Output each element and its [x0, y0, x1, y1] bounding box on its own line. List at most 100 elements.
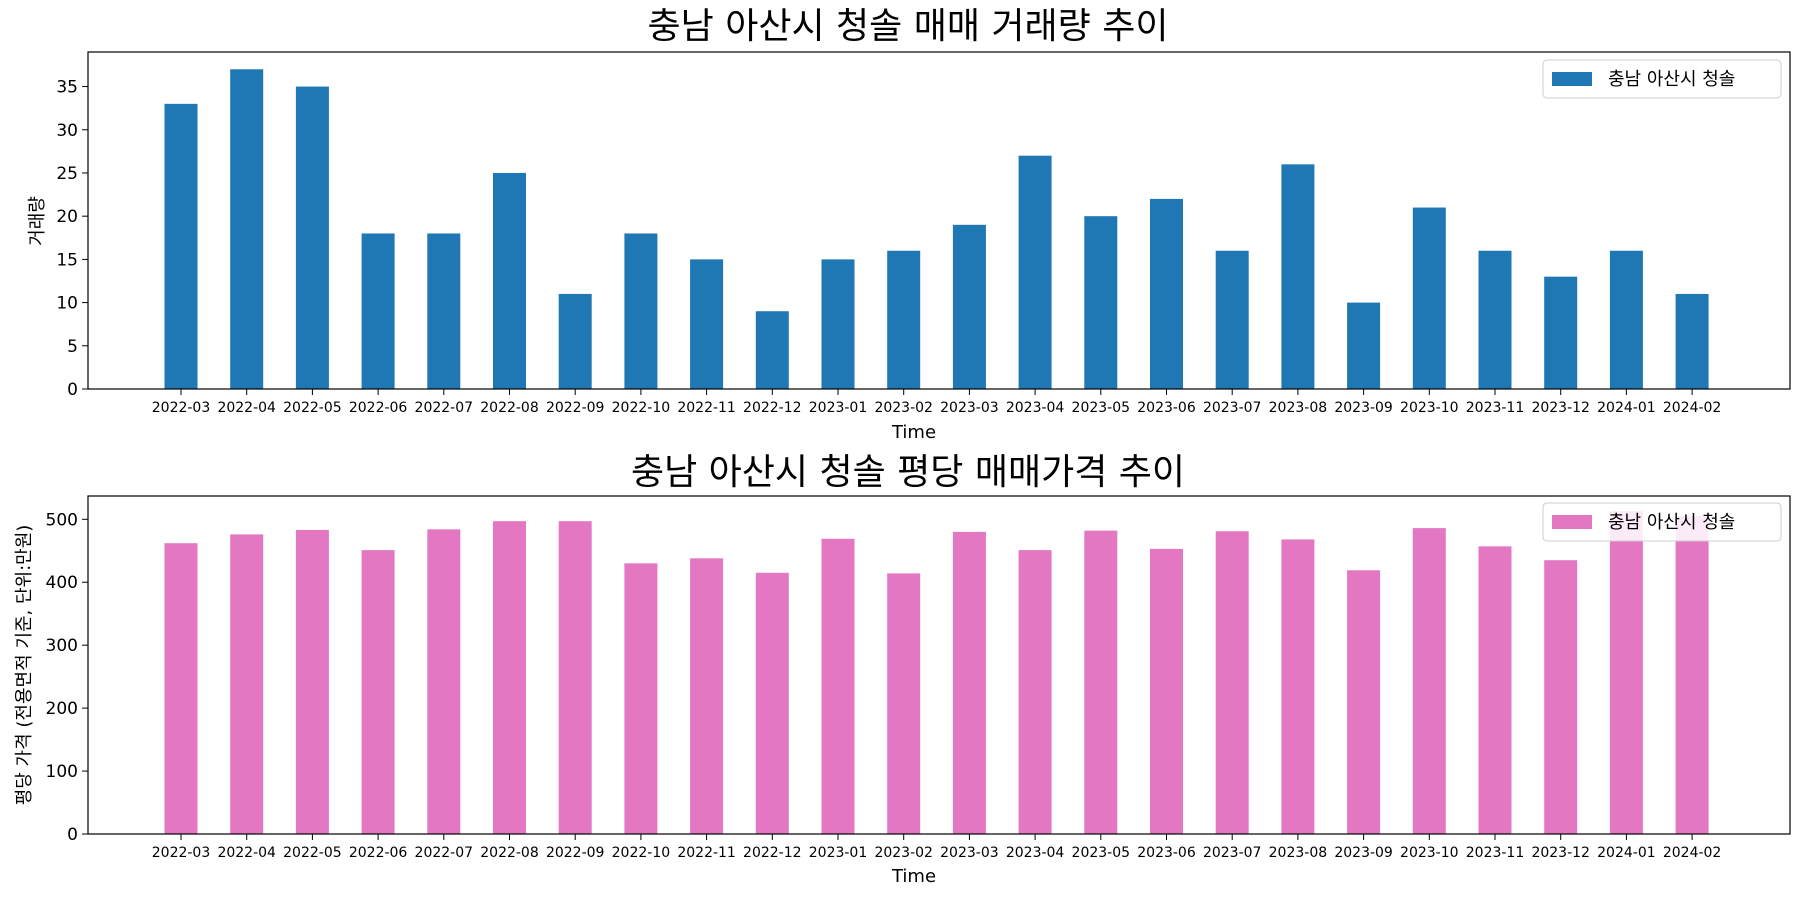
- price-bar-2023-09: [1347, 570, 1381, 834]
- volume-bar-2023-10: [1412, 207, 1446, 389]
- price-bar-2022-07: [427, 529, 461, 834]
- price-bar-2022-11: [690, 558, 724, 834]
- price-bar-2022-05: [295, 529, 329, 834]
- volume-bar-2022-08: [493, 172, 526, 389]
- price-bar-2023-02: [887, 573, 921, 834]
- volume-bar-2023-06: [1150, 198, 1183, 389]
- volume-ytick-label: 35: [56, 78, 78, 98]
- volume-legend-swatch: [1552, 72, 1592, 86]
- volume-chart: 충남 아산시 청솔 매매 거래량 추이 0 5 10 15 20 25 30 35 2022-…: [27, 6, 1791, 443]
- price-xtick-label: 2022-11: [677, 845, 736, 861]
- volume-bar-2023-08: [1281, 164, 1315, 389]
- volume-xtick-label: 2023-06: [1137, 400, 1196, 416]
- volume-bar-2023-03: [952, 224, 986, 389]
- price-x-axis-label: Time: [891, 866, 936, 887]
- price-xtick-label: 2024-02: [1663, 845, 1722, 861]
- price-x-axis: 2022-03 2022-04 2022-05 2022-06 2022-07 2022-…: [152, 834, 1722, 861]
- volume-y-axis: 0 5 10 15 20 25 30 35: [56, 78, 88, 400]
- volume-xtick-label: 2022-04: [217, 400, 276, 416]
- price-xtick-label: 2022-05: [283, 845, 342, 861]
- volume-ytick-label: 25: [56, 164, 78, 184]
- price-bar-2023-04: [1018, 550, 1052, 834]
- volume-bar-2022-07: [427, 233, 461, 389]
- price-bar-2024-02: [1675, 516, 1709, 834]
- volume-bar-2024-01: [1609, 250, 1643, 389]
- volume-xtick-label: 2022-07: [415, 400, 474, 416]
- volume-y-axis-label: 거래량: [27, 196, 48, 246]
- price-ytick-label: 200: [46, 699, 78, 719]
- volume-bar-2022-04: [230, 69, 264, 389]
- price-ytick-label: 300: [46, 636, 78, 656]
- price-bar-2022-09: [558, 521, 592, 834]
- price-xtick-label: 2023-08: [1269, 845, 1328, 861]
- volume-ytick-label: 20: [56, 207, 78, 227]
- price-xtick-label: 2023-12: [1531, 845, 1590, 861]
- price-bar-2022-04: [230, 534, 264, 834]
- volume-xtick-label: 2023-12: [1531, 400, 1590, 416]
- price-bar-2022-08: [493, 521, 526, 834]
- volume-legend: 충남 아산시 청솔: [1542, 59, 1782, 99]
- volume-xtick-label: 2024-01: [1597, 400, 1656, 416]
- price-xtick-label: 2023-06: [1137, 845, 1196, 861]
- price-chart-title: 충남 아산시 청솔 평당 매매가격 추이: [631, 452, 1185, 493]
- volume-xtick-label: 2024-02: [1663, 400, 1722, 416]
- volume-xtick-label: 2022-08: [480, 400, 539, 416]
- price-bar-2023-10: [1412, 528, 1446, 834]
- volume-xtick-label: 2023-07: [1203, 400, 1262, 416]
- volume-xtick-label: 2022-12: [743, 400, 802, 416]
- volume-xtick-label: 2022-10: [612, 400, 671, 416]
- volume-bar-2024-02: [1675, 293, 1709, 389]
- volume-bar-2022-03: [164, 103, 198, 389]
- volume-xtick-label: 2022-03: [152, 400, 211, 416]
- price-xtick-label: 2023-01: [809, 845, 868, 861]
- volume-x-axis-label: Time: [891, 422, 936, 443]
- price-ytick-label: 400: [46, 573, 78, 593]
- price-xtick-label: 2023-05: [1072, 845, 1131, 861]
- volume-bar-2022-12: [755, 311, 789, 389]
- price-bars: [164, 511, 1709, 834]
- volume-ytick-label: 0: [67, 380, 78, 400]
- volume-bar-2023-05: [1084, 216, 1118, 389]
- price-xtick-label: 2022-09: [546, 845, 605, 861]
- volume-ytick-label: 30: [56, 121, 78, 141]
- price-ytick-label: 500: [46, 510, 78, 530]
- price-xtick-label: 2023-04: [1006, 845, 1065, 861]
- price-xtick-label: 2024-01: [1597, 845, 1656, 861]
- volume-bar-2023-11: [1478, 250, 1512, 389]
- volume-bar-2022-05: [295, 86, 329, 389]
- volume-xtick-label: 2023-05: [1072, 400, 1131, 416]
- volume-xtick-label: 2023-02: [874, 400, 933, 416]
- volume-bar-2023-09: [1347, 302, 1381, 389]
- price-bar-2023-01: [821, 538, 855, 834]
- volume-xtick-label: 2023-10: [1400, 400, 1459, 416]
- price-legend-box: [1542, 502, 1782, 542]
- volume-legend-label: 충남 아산시 청솔: [1608, 69, 1735, 90]
- volume-bar-2023-07: [1215, 250, 1249, 389]
- price-xtick-label: 2022-04: [217, 845, 276, 861]
- price-xtick-label: 2023-10: [1400, 845, 1459, 861]
- price-legend: 충남 아산시 청솔: [1542, 502, 1782, 542]
- volume-bar-2023-02: [887, 250, 921, 389]
- price-bar-2023-11: [1478, 546, 1512, 834]
- price-y-axis: 0 100 200 300 400 500: [46, 510, 88, 845]
- volume-bar-2022-06: [361, 233, 395, 389]
- volume-bar-2023-01: [821, 259, 855, 389]
- volume-ytick-label: 5: [67, 337, 78, 357]
- price-bar-2023-07: [1215, 531, 1249, 834]
- price-legend-label: 충남 아산시 청솔: [1608, 512, 1735, 533]
- price-bar-2022-03: [164, 543, 198, 834]
- volume-xtick-label: 2022-05: [283, 400, 342, 416]
- volume-xtick-label: 2023-11: [1466, 400, 1525, 416]
- price-bar-2022-06: [361, 550, 395, 834]
- volume-bar-2023-12: [1544, 276, 1578, 389]
- price-bar-2022-12: [755, 572, 789, 834]
- price-xtick-label: 2022-08: [480, 845, 539, 861]
- price-ytick-label: 0: [67, 825, 78, 845]
- price-xtick-label: 2022-12: [743, 845, 802, 861]
- volume-xtick-label: 2022-11: [677, 400, 736, 416]
- volume-xtick-label: 2023-08: [1269, 400, 1328, 416]
- price-chart: 충남 아산시 청솔 평당 매매가격 추이 0 100 200 300 400 500 20…: [14, 452, 1791, 887]
- price-bar-2023-03: [952, 531, 986, 834]
- volume-xtick-label: 2022-09: [546, 400, 605, 416]
- volume-bar-2023-04: [1018, 155, 1052, 389]
